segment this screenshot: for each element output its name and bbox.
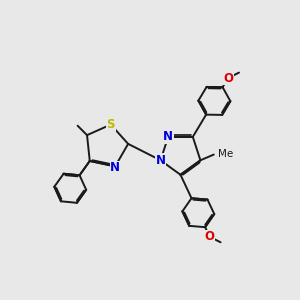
Text: O: O — [205, 230, 215, 243]
Text: N: N — [163, 130, 173, 143]
Text: N: N — [156, 154, 166, 167]
Text: N: N — [110, 161, 120, 174]
Text: S: S — [106, 118, 115, 131]
Text: O: O — [223, 71, 233, 85]
Text: Me: Me — [218, 149, 233, 159]
